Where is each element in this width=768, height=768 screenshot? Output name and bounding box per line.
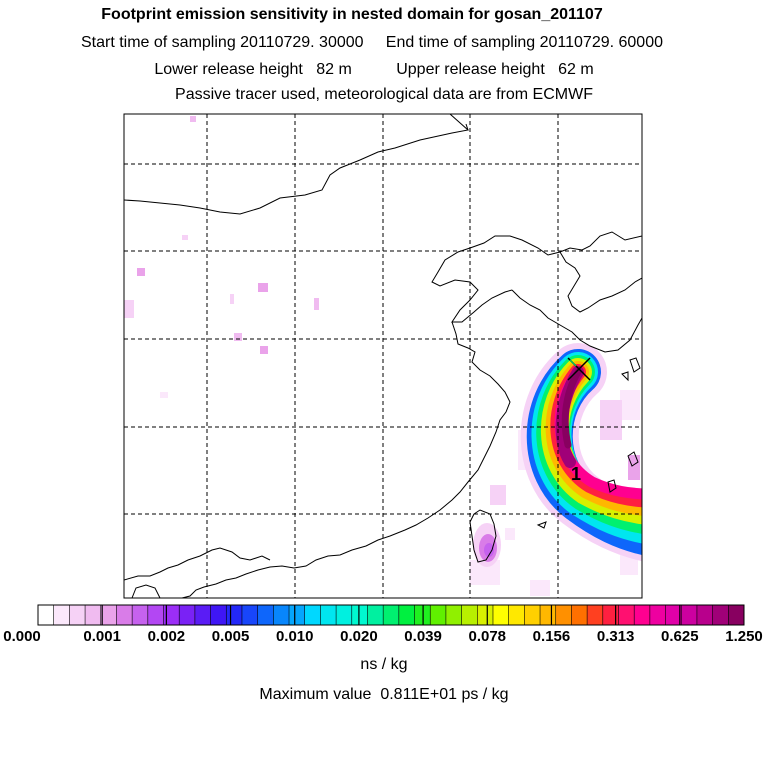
colorbar-cell <box>477 605 494 625</box>
colorbar-tick-label: 0.001 <box>83 628 121 645</box>
receptor-label: 1 <box>571 464 581 484</box>
colorbar-cell <box>571 605 588 625</box>
plot-title: Footprint emission sensitivity in nested… <box>101 6 603 23</box>
colorbar-cell <box>351 605 368 625</box>
colorbar-cell <box>634 605 651 625</box>
colorbar-cell <box>524 605 541 625</box>
colorbar-cell <box>336 605 353 625</box>
colorbar-tick-label: 1.250 <box>725 628 763 645</box>
colorbar-tick-label: 0.156 <box>532 628 571 645</box>
colorbar-cell <box>85 605 102 625</box>
taiwan-sensitivity-blob <box>473 523 501 567</box>
receptor-marker <box>567 357 591 381</box>
colorbar-cell <box>728 605 745 625</box>
colorbar-cell <box>602 605 619 625</box>
colorbar-cell <box>289 605 306 625</box>
tracer-info: Passive tracer used, meteorological data… <box>175 86 593 103</box>
colorbar-tick-label: 0.002 <box>147 628 186 645</box>
colorbar-tick-label: 0.010 <box>275 628 314 645</box>
lat-lon-grid <box>124 114 642 598</box>
colorbar-cell <box>508 605 525 625</box>
colorbar-cell <box>540 605 557 625</box>
colorbar-tick-label: 0.005 <box>211 628 250 645</box>
colorbar-cell <box>492 605 510 625</box>
colorbar-cell <box>226 605 243 625</box>
colorbar-cell <box>241 605 259 625</box>
colorbar-cell <box>257 605 274 625</box>
coastlines <box>124 114 642 598</box>
colorbar-cell <box>132 605 149 625</box>
maximum-value: Maximum value 0.811E+01 ps / kg <box>259 686 509 703</box>
footprint-map: 1 <box>123 113 643 599</box>
release-heights: Lower release height 82 m Upper release … <box>154 61 594 78</box>
colorbar-tick-label: 0.625 <box>661 628 699 645</box>
colorbar-cell <box>194 605 212 625</box>
colorbar-tick-label: 0.020 <box>340 628 378 645</box>
colorbar-cell <box>273 605 290 625</box>
colorbar-cell <box>163 605 180 625</box>
colorbar-cell <box>304 605 321 625</box>
colorbar-cell <box>712 605 729 625</box>
colorbar-cell <box>665 605 682 625</box>
colorbar-cell <box>445 605 463 625</box>
colorbar-cell <box>38 605 55 625</box>
colorbar-cell <box>461 605 478 625</box>
colorbar-tick-label: 0.078 <box>468 628 507 645</box>
colorbar-cell <box>555 605 572 625</box>
colorbar-tick-label: 0.000 <box>3 628 41 645</box>
colorbar-cell <box>100 605 117 625</box>
colorbar-cell <box>383 605 400 625</box>
colorbar-tick-label: 0.039 <box>404 628 442 645</box>
colorbar <box>37 604 745 626</box>
map-frame <box>123 113 643 599</box>
colorbar-cell <box>398 605 416 625</box>
colorbar-cell <box>681 605 698 625</box>
colorbar-cell <box>430 605 447 625</box>
colorbar-cell <box>320 605 337 625</box>
colorbar-cell <box>649 605 667 625</box>
colorbar-tick-label: 0.313 <box>596 628 635 645</box>
colorbar-cell <box>53 605 70 625</box>
colorbar-frame <box>37 604 745 626</box>
colorbar-units: ns / kg <box>360 656 408 673</box>
colorbar-cell <box>179 605 196 625</box>
colorbar-cell <box>147 605 165 625</box>
colorbar-cell <box>367 605 384 625</box>
colorbar-cell <box>69 605 86 625</box>
colorbar-cell <box>116 605 133 625</box>
colorbar-cell <box>210 605 227 625</box>
colorbar-cell <box>618 605 635 625</box>
colorbar-cell <box>587 605 604 625</box>
sampling-times: Start time of sampling 20110729. 30000 E… <box>80 34 663 51</box>
colorbar-cell <box>696 605 714 625</box>
